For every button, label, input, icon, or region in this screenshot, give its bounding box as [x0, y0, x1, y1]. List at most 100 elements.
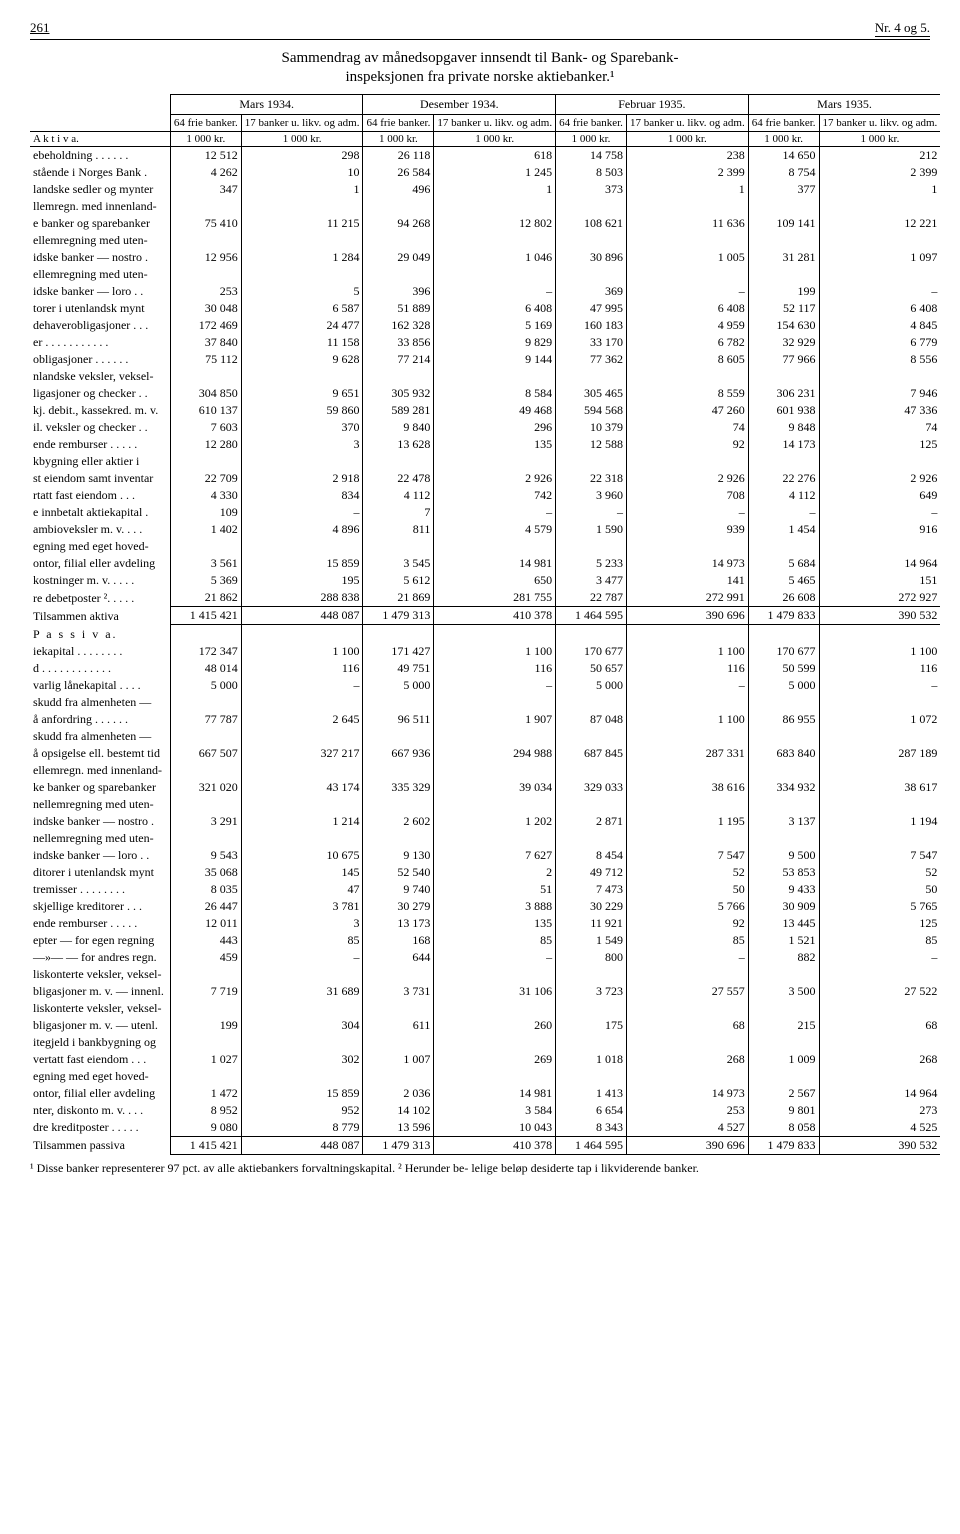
data-cell: 52 [626, 864, 748, 881]
data-cell: 390 532 [819, 1136, 940, 1154]
data-cell: 85 [819, 932, 940, 949]
row-label: indske banker — loro . . [30, 847, 170, 864]
data-cell [434, 453, 556, 470]
data-cell [241, 796, 363, 813]
data-cell: 370 [241, 419, 363, 436]
data-cell: 4 525 [819, 1119, 940, 1137]
data-cell: 2 567 [748, 1085, 819, 1102]
data-cell: 14 981 [434, 1085, 556, 1102]
data-cell [170, 453, 241, 470]
data-cell: 24 477 [241, 317, 363, 334]
data-cell: 610 137 [170, 402, 241, 419]
row-label: landske sedler og mynter [30, 181, 170, 198]
data-cell [748, 728, 819, 745]
data-cell [819, 453, 940, 470]
subcol-a: 64 frie banker. [363, 115, 434, 132]
data-cell: 1 590 [556, 521, 627, 538]
data-cell [170, 1000, 241, 1017]
data-cell: 2 926 [819, 470, 940, 487]
row-label: stående i Norges Bank . [30, 164, 170, 181]
data-cell [170, 1034, 241, 1051]
data-cell: 7 946 [819, 385, 940, 402]
data-cell: 5 000 [363, 677, 434, 694]
data-cell: 2 926 [434, 470, 556, 487]
data-cell: 22 709 [170, 470, 241, 487]
table-row: iekapital . . . . . . . .172 3471 100171… [30, 643, 940, 660]
period-col: Mars 1935. [748, 95, 940, 115]
data-cell: 1 907 [434, 711, 556, 728]
data-cell: 21 862 [170, 589, 241, 607]
data-cell [434, 198, 556, 215]
data-cell: 1 007 [363, 1051, 434, 1068]
data-cell: 32 929 [748, 334, 819, 351]
data-cell: 12 280 [170, 436, 241, 453]
data-cell [434, 728, 556, 745]
data-cell: 68 [626, 1017, 748, 1034]
subcol-b: 17 banker u. likv. og adm. [434, 115, 556, 132]
data-cell: 742 [434, 487, 556, 504]
data-cell: 4 330 [170, 487, 241, 504]
data-cell: 8 035 [170, 881, 241, 898]
data-cell: 601 938 [748, 402, 819, 419]
data-cell [819, 796, 940, 813]
data-cell: 3 888 [434, 898, 556, 915]
data-cell: 52 117 [748, 300, 819, 317]
table-row: ende remburser . . . . .12 011313 173135… [30, 915, 940, 932]
table-row: epter — for egen regning44385168851 5498… [30, 932, 940, 949]
data-cell: 125 [819, 915, 940, 932]
data-cell: 2 645 [241, 711, 363, 728]
data-cell: 272 991 [626, 589, 748, 607]
unit-cell: 1 000 kr. [626, 132, 748, 147]
data-cell: 329 033 [556, 779, 627, 796]
table-row: egning med eget hoved- [30, 538, 940, 555]
data-cell: 9 080 [170, 1119, 241, 1137]
data-cell: 199 [170, 1017, 241, 1034]
data-cell: 51 [434, 881, 556, 898]
data-cell: – [819, 677, 940, 694]
aktiva-body: ebeholdning . . . . . .12 51229826 11861… [30, 147, 940, 607]
data-cell [241, 538, 363, 555]
data-cell: 2 399 [819, 164, 940, 181]
table-row: tremisser . . . . . . . .8 035479 740517… [30, 881, 940, 898]
data-cell [626, 538, 748, 555]
data-cell: 135 [434, 915, 556, 932]
data-cell: 14 964 [819, 555, 940, 572]
data-cell: 11 215 [241, 215, 363, 232]
data-cell: 443 [170, 932, 241, 949]
data-cell: 1 100 [434, 643, 556, 660]
data-cell: 15 859 [241, 1085, 363, 1102]
subcol-a: 64 frie banker. [748, 115, 819, 132]
data-cell: – [626, 283, 748, 300]
data-cell [748, 453, 819, 470]
data-cell: 396 [363, 283, 434, 300]
data-cell: 304 850 [170, 385, 241, 402]
data-cell: 6 779 [819, 334, 940, 351]
data-cell: 49 751 [363, 660, 434, 677]
data-cell: 6 408 [626, 300, 748, 317]
data-cell: 12 956 [170, 249, 241, 266]
data-cell [626, 198, 748, 215]
table-row: kostninger m. v. . . . .5 3691955 612650… [30, 572, 940, 589]
data-cell [748, 232, 819, 249]
data-cell: 327 217 [241, 745, 363, 762]
data-cell [556, 538, 627, 555]
data-cell: 9 848 [748, 419, 819, 436]
row-label: kj. debit., kassekred. m. v. [30, 402, 170, 419]
data-cell: 650 [434, 572, 556, 589]
row-label: varlig lånekapital . . . . [30, 677, 170, 694]
data-cell: 1 100 [241, 643, 363, 660]
data-cell: 7 719 [170, 983, 241, 1000]
data-cell: 170 677 [556, 643, 627, 660]
row-label: bligasjoner m. v. — innenl. [30, 983, 170, 1000]
row-label: idske banker — nostro . [30, 249, 170, 266]
data-cell: – [556, 504, 627, 521]
data-cell: 4 262 [170, 164, 241, 181]
row-label: torer i utenlandsk mynt [30, 300, 170, 317]
data-cell: 47 995 [556, 300, 627, 317]
data-cell [748, 762, 819, 779]
data-cell: 85 [241, 932, 363, 949]
data-cell: 5 612 [363, 572, 434, 589]
data-cell [626, 694, 748, 711]
period-col: Desember 1934. [363, 95, 556, 115]
data-cell: 109 141 [748, 215, 819, 232]
